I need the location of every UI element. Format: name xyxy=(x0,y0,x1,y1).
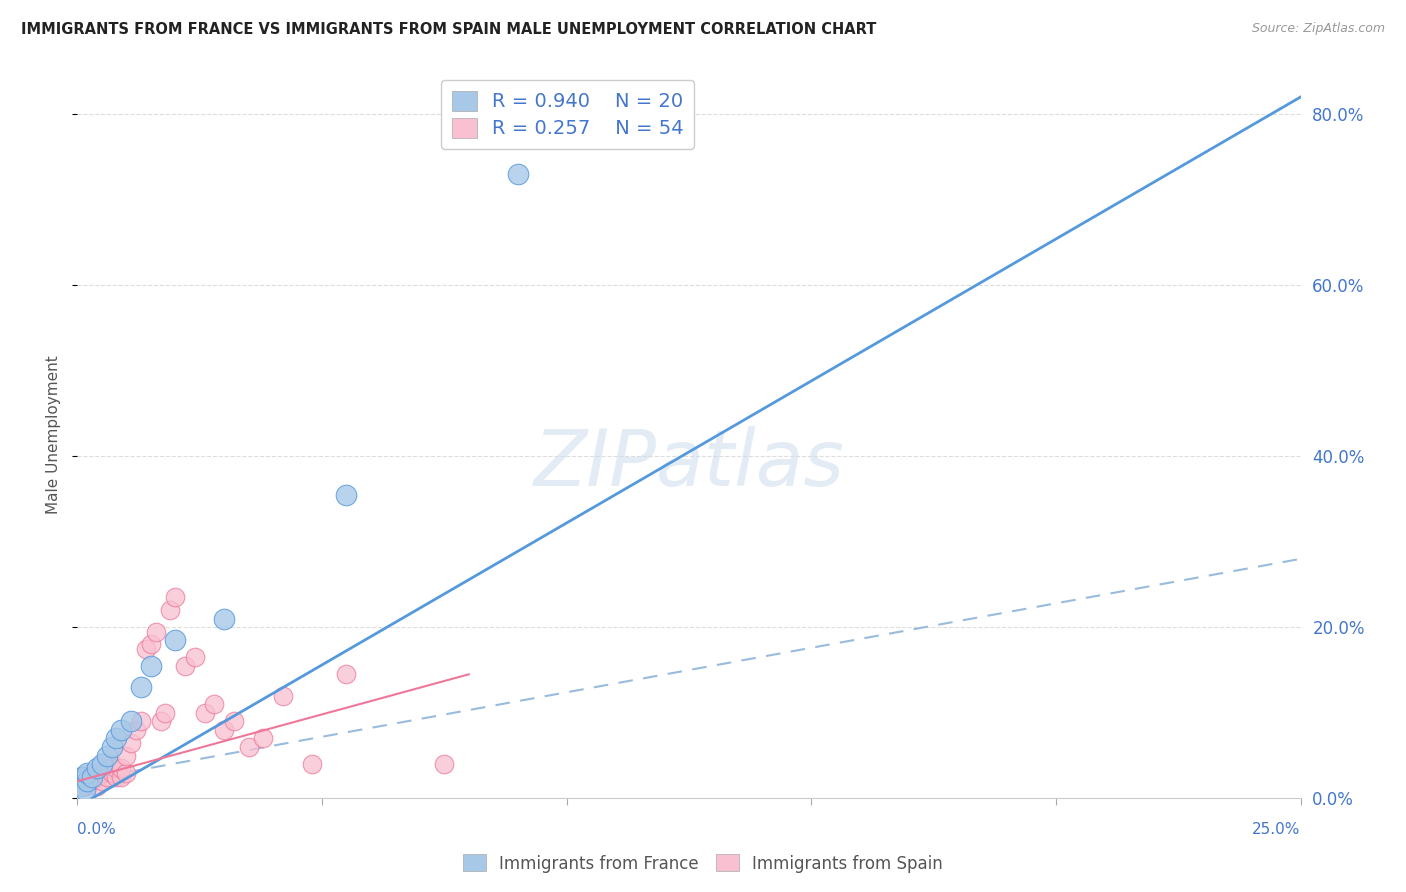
Point xyxy=(67,770,90,784)
Point xyxy=(202,698,225,712)
Point xyxy=(86,779,108,793)
Point xyxy=(79,765,101,780)
Point xyxy=(105,731,128,746)
Point xyxy=(301,757,323,772)
Point xyxy=(433,757,456,772)
Point xyxy=(67,774,90,789)
Point xyxy=(105,770,128,784)
Point xyxy=(70,779,93,793)
Point xyxy=(76,774,98,789)
Point xyxy=(69,774,91,789)
Point xyxy=(90,765,112,780)
Text: IMMIGRANTS FROM FRANCE VS IMMIGRANTS FROM SPAIN MALE UNEMPLOYMENT CORRELATION CH: IMMIGRANTS FROM FRANCE VS IMMIGRANTS FRO… xyxy=(21,22,876,37)
Point xyxy=(159,603,181,617)
Legend: Immigrants from France, Immigrants from Spain: Immigrants from France, Immigrants from … xyxy=(456,847,950,880)
Point xyxy=(80,770,103,784)
Text: Source: ZipAtlas.com: Source: ZipAtlas.com xyxy=(1251,22,1385,36)
Point xyxy=(69,779,91,793)
Point xyxy=(83,770,105,784)
Point xyxy=(184,650,207,665)
Point xyxy=(125,723,148,737)
Point xyxy=(120,714,142,729)
Point xyxy=(110,770,132,784)
Point xyxy=(70,774,93,789)
Point xyxy=(76,770,98,784)
Point xyxy=(271,689,294,703)
Point xyxy=(155,706,177,720)
Point xyxy=(120,736,142,750)
Point xyxy=(100,739,122,754)
Point xyxy=(80,770,103,784)
Point xyxy=(105,761,128,775)
Point xyxy=(70,770,93,784)
Point xyxy=(110,723,132,737)
Point xyxy=(193,706,215,720)
Point xyxy=(73,770,96,784)
Point xyxy=(129,714,152,729)
Point xyxy=(100,765,122,780)
Point xyxy=(76,765,98,780)
Point xyxy=(96,770,118,784)
Point xyxy=(90,774,112,789)
Text: ZIPatlas: ZIPatlas xyxy=(533,425,845,502)
Point xyxy=(96,748,118,763)
Y-axis label: Male Unemployment: Male Unemployment xyxy=(46,356,62,514)
Point xyxy=(145,624,167,639)
Point xyxy=(70,779,93,793)
Point xyxy=(100,757,122,772)
Point xyxy=(149,714,172,729)
Point xyxy=(506,167,529,181)
Point xyxy=(77,774,100,789)
Legend: R = 0.940    N = 20, R = 0.257    N = 54: R = 0.940 N = 20, R = 0.257 N = 54 xyxy=(441,80,695,149)
Point xyxy=(72,770,94,784)
Point xyxy=(86,770,108,784)
Point xyxy=(139,658,162,673)
Point xyxy=(115,748,138,763)
Point xyxy=(110,761,132,775)
Point xyxy=(76,779,98,793)
Point xyxy=(165,633,187,648)
Point xyxy=(335,488,357,502)
Point xyxy=(135,641,157,656)
Point xyxy=(174,658,197,673)
Point xyxy=(69,774,91,789)
Point xyxy=(80,774,103,789)
Point xyxy=(70,770,93,784)
Point xyxy=(212,612,235,626)
Point xyxy=(96,761,118,775)
Point xyxy=(252,731,274,746)
Point xyxy=(335,667,357,681)
Point xyxy=(212,723,235,737)
Point xyxy=(73,782,96,797)
Point xyxy=(115,765,138,780)
Point xyxy=(129,680,152,694)
Point xyxy=(90,757,112,772)
Point xyxy=(86,761,108,775)
Text: 0.0%: 0.0% xyxy=(77,822,117,837)
Point xyxy=(222,714,245,729)
Point xyxy=(75,774,97,789)
Point xyxy=(238,739,260,754)
Text: 25.0%: 25.0% xyxy=(1253,822,1301,837)
Point xyxy=(73,774,96,789)
Point xyxy=(139,637,162,651)
Point xyxy=(165,591,187,605)
